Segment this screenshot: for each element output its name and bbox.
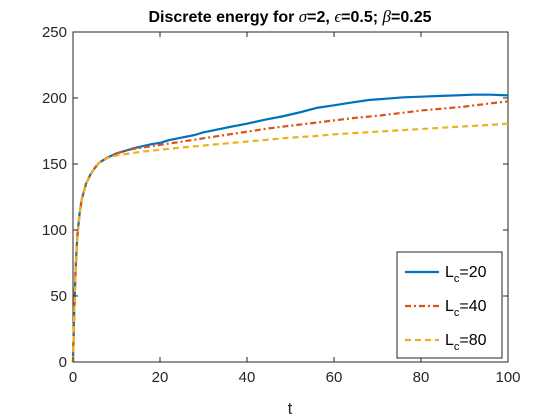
chart-title: Discrete energy for σ=2, ϵ=0.5; β=0.25 <box>149 7 432 26</box>
legend-label: Lc=20 <box>445 264 487 285</box>
x-axis-label: t <box>288 399 293 418</box>
x-tick-label: 40 <box>239 369 256 386</box>
title-sigma-symbol: σ <box>299 7 308 26</box>
title-prefix: Discrete energy for <box>149 9 299 26</box>
x-tick-label: 60 <box>326 369 343 386</box>
legend-label: Lc=80 <box>445 332 487 353</box>
title-beta-value: =0.25 <box>391 9 432 26</box>
x-tick-label: 100 <box>495 369 520 386</box>
x-tick-label: 80 <box>413 369 430 386</box>
title-epsilon-value: =0.5; <box>341 9 382 26</box>
y-tick-label: 200 <box>42 90 67 107</box>
ticks-layer: 0 20 40 60 80 100 0 50 100 150 200 250 <box>42 24 521 386</box>
title-sigma-value: =2, <box>307 9 334 26</box>
x-tick-label: 20 <box>152 369 169 386</box>
title-epsilon-symbol: ϵ <box>334 7 342 26</box>
legend: Lc=20 Lc=40 Lc=80 <box>396 251 503 359</box>
series-layer <box>71 93 509 363</box>
series-line-80 <box>71 122 509 363</box>
title-beta-symbol: β <box>382 7 392 26</box>
legend-label: Lc=40 <box>445 298 487 319</box>
y-tick-label: 100 <box>42 222 67 239</box>
x-tick-label: 0 <box>69 369 77 386</box>
y-tick-label: 150 <box>42 156 67 173</box>
y-tick-label: 250 <box>42 24 67 41</box>
y-tick-label: 50 <box>50 288 67 305</box>
y-tick-label: 0 <box>59 354 67 371</box>
